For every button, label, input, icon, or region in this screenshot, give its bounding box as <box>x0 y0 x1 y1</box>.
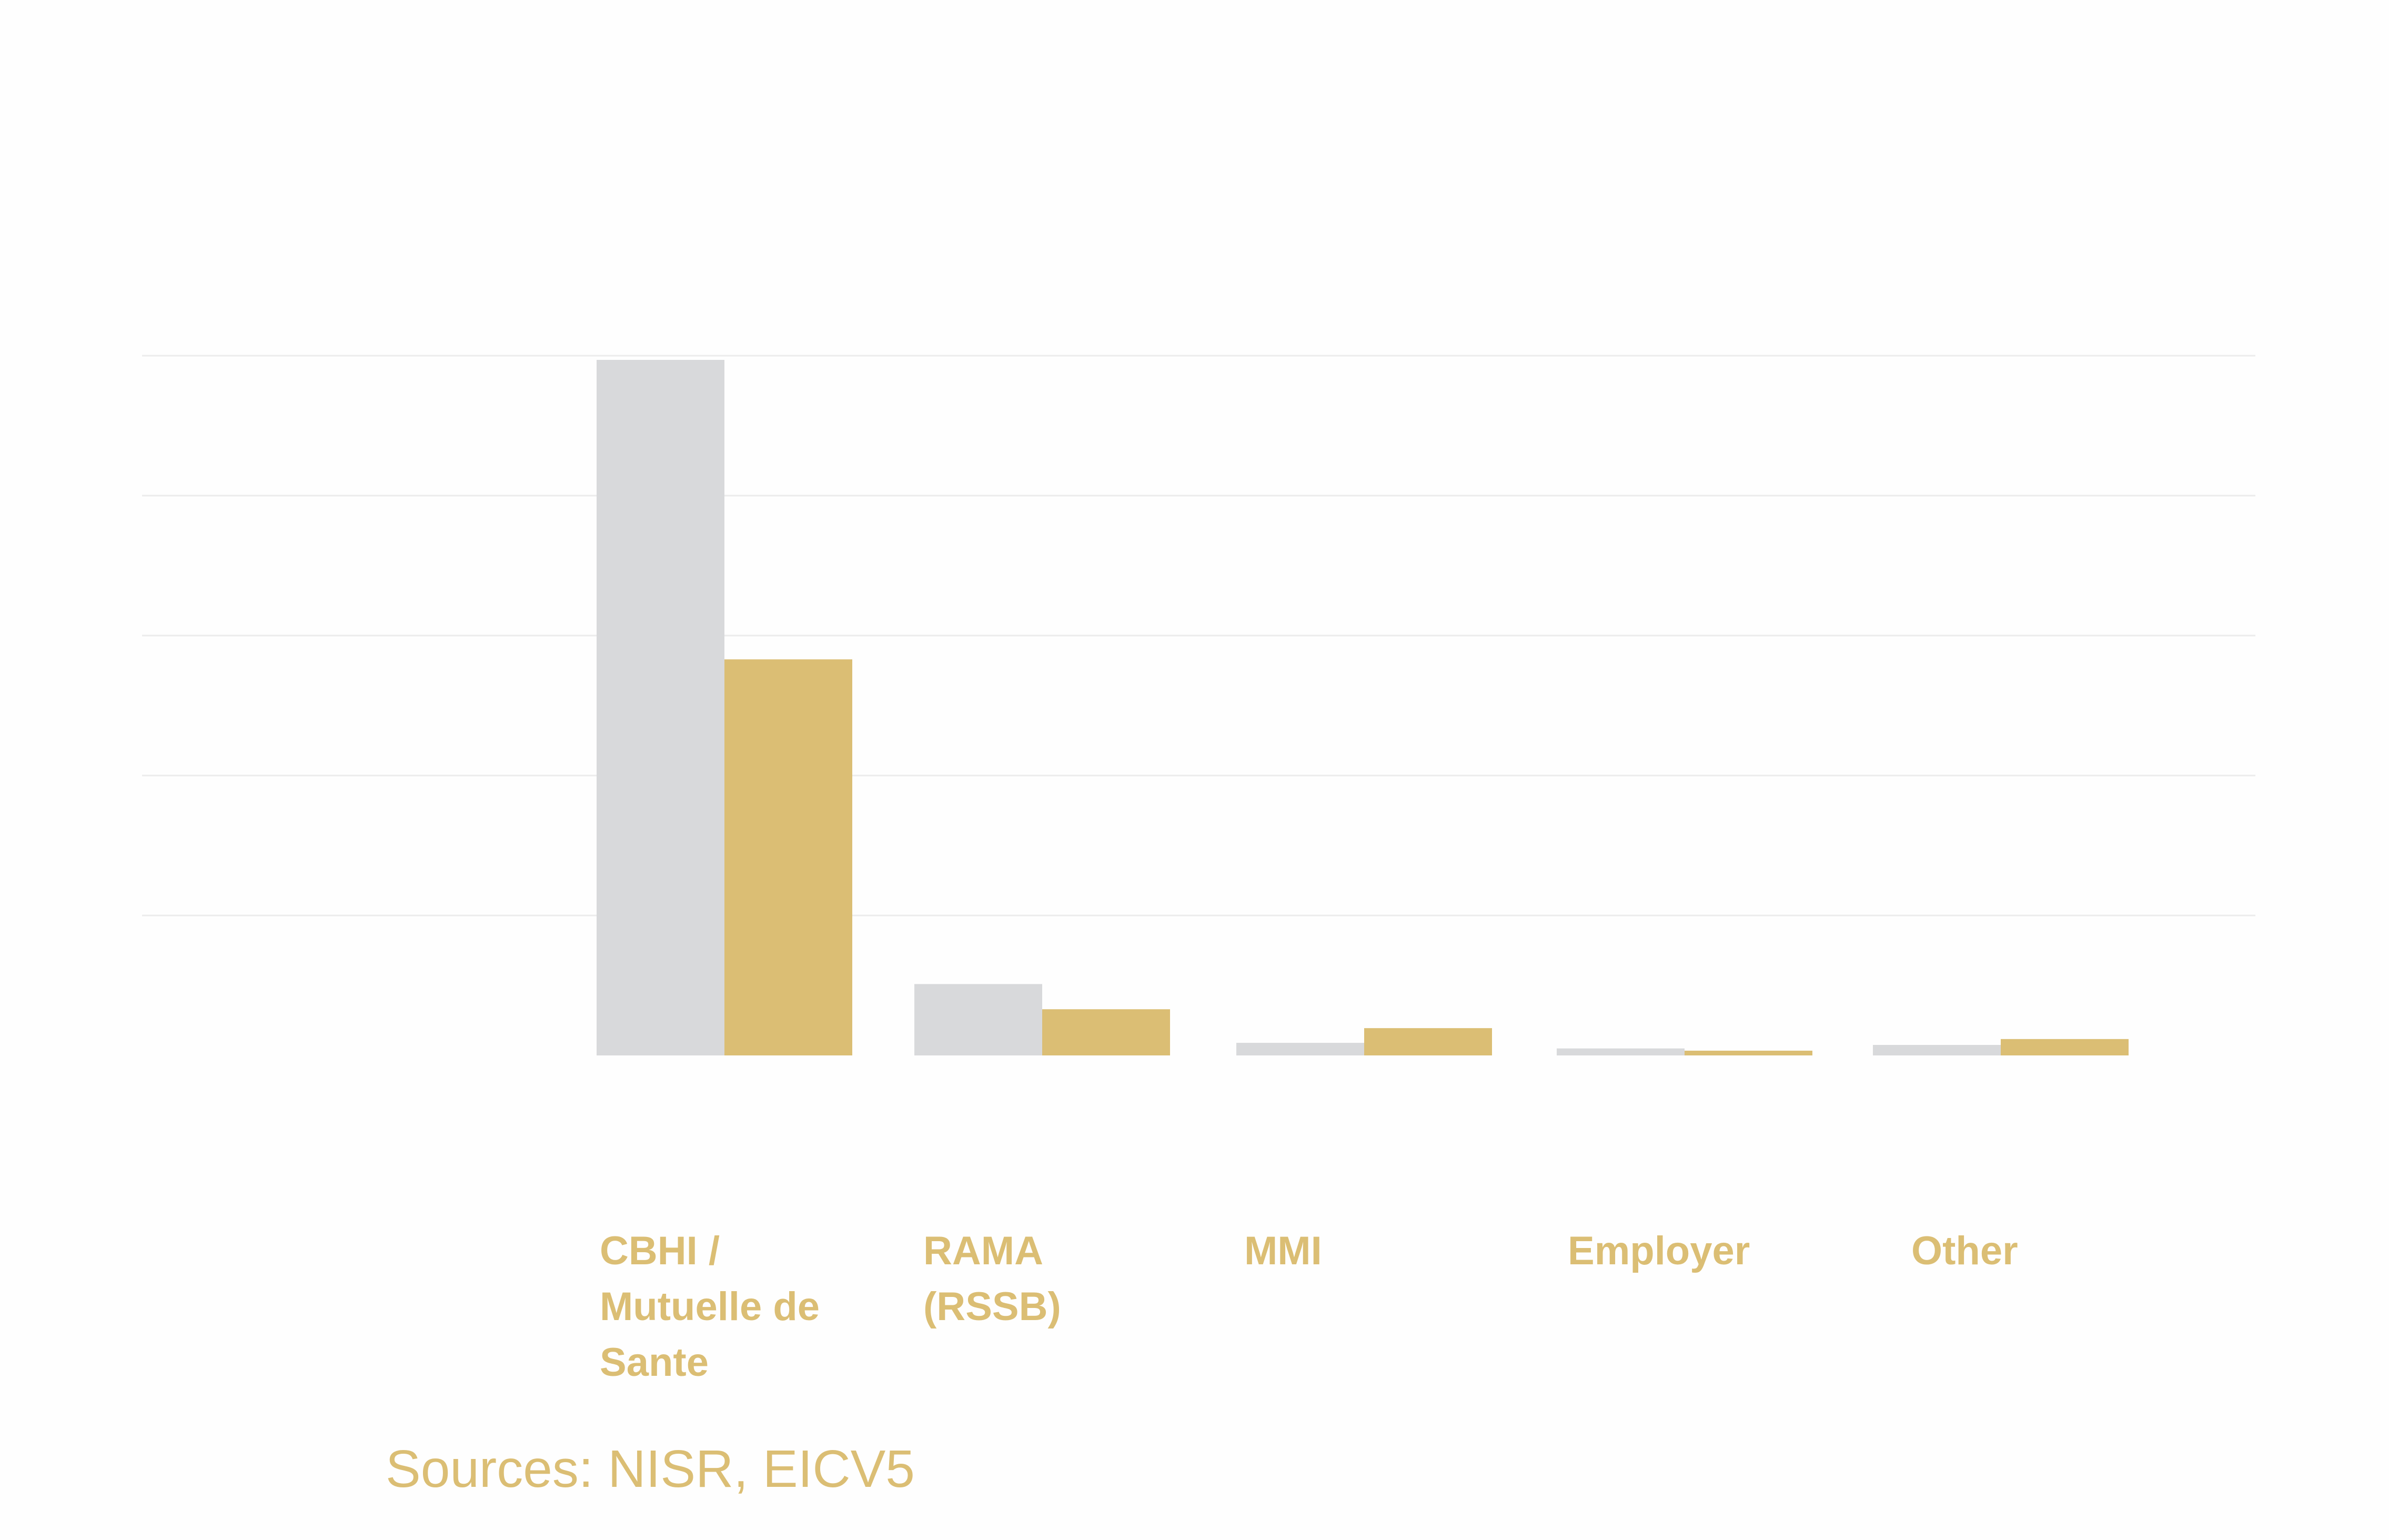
bar-2-4 <box>2001 1039 2129 1055</box>
category-label: RAMA (RSSB) <box>923 1229 1061 1329</box>
category-label: CBHI / Mutuelle de Sante <box>600 1229 820 1385</box>
bar-1-1 <box>914 984 1042 1055</box>
source-note: Sources: NISR, EICV5 <box>386 1440 915 1498</box>
bar-1-4 <box>1873 1045 2001 1055</box>
bar-2-3 <box>1685 1050 1812 1055</box>
category-label: MMI <box>1244 1229 1322 1273</box>
bar-2-2 <box>1364 1028 1492 1055</box>
category-label: Employer <box>1568 1229 1750 1273</box>
bar-1-2 <box>1236 1043 1364 1055</box>
bar-2-1 <box>1042 1009 1170 1055</box>
category-label: Other <box>1911 1229 2018 1273</box>
bar-2-0 <box>724 659 852 1055</box>
bar-1-3 <box>1557 1048 1685 1055</box>
bar-1-0 <box>597 359 724 1055</box>
